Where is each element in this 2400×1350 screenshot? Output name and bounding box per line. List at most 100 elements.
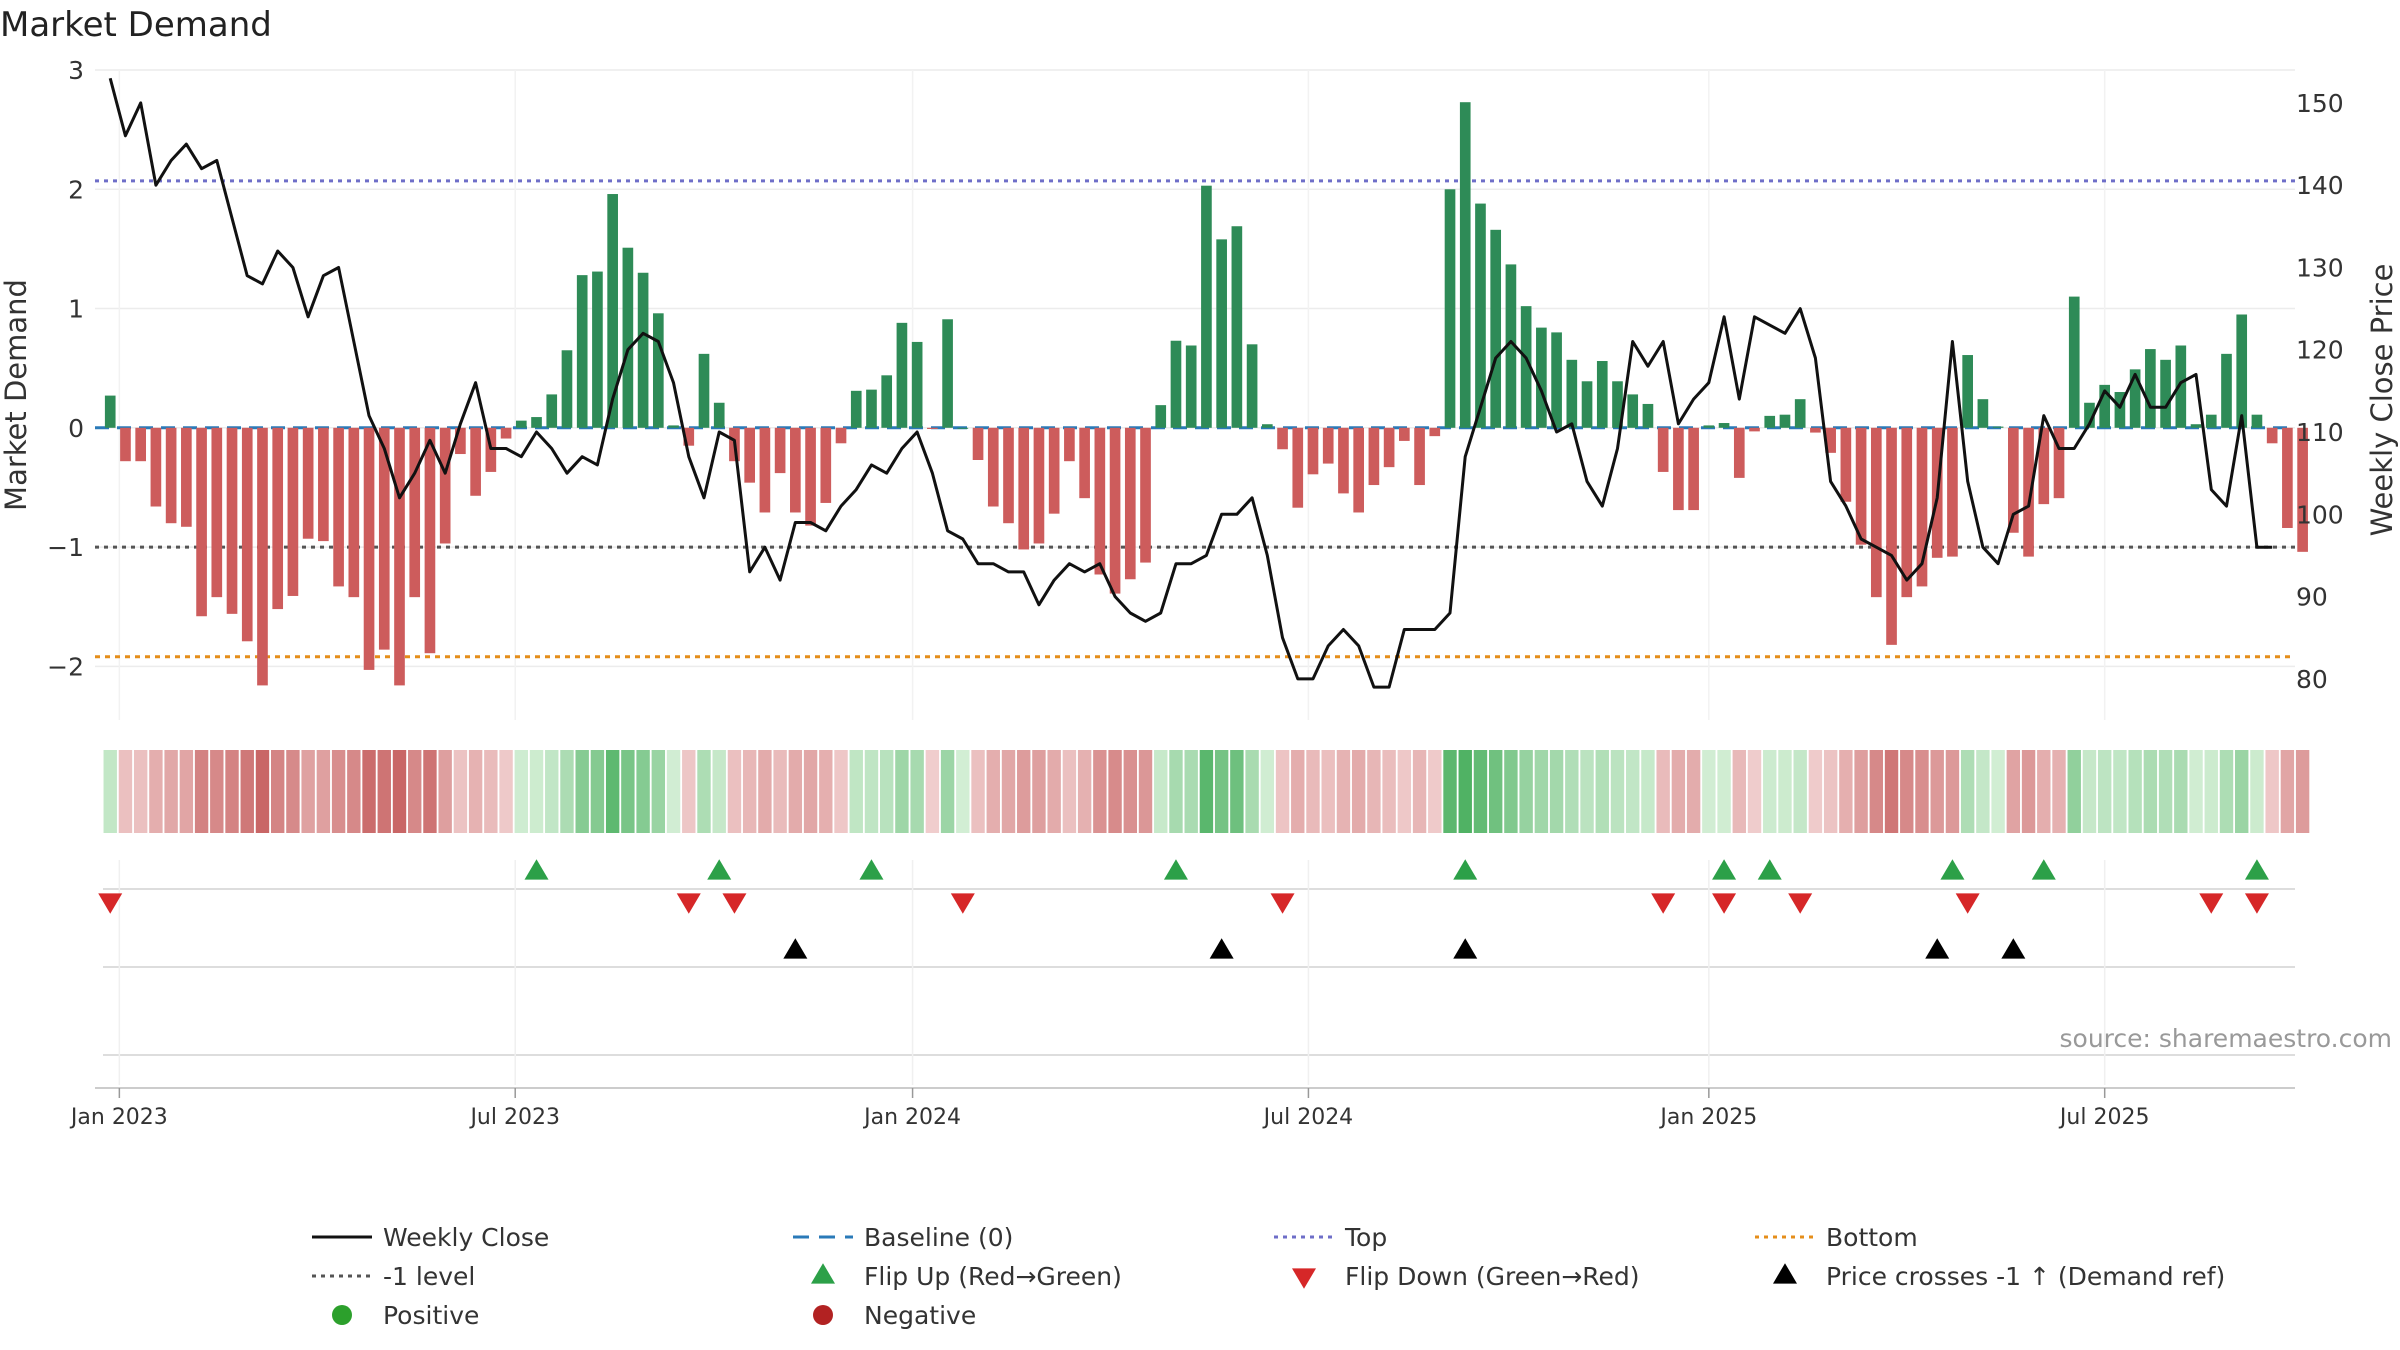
weekly-close-line bbox=[108, 77, 2273, 689]
heat-cell bbox=[1473, 750, 1488, 833]
demand-bar bbox=[1170, 340, 1182, 428]
demand-bar bbox=[1688, 427, 1699, 511]
heat-cell bbox=[1854, 750, 1868, 833]
heat-cell bbox=[925, 750, 940, 833]
flip-down-marker bbox=[722, 893, 747, 914]
flip-down-marker bbox=[98, 893, 123, 914]
demand-bar bbox=[257, 427, 268, 686]
heat-cell bbox=[1458, 750, 1472, 833]
x-axis: Jan 2023 Jul 2023 Jan 2024 Jul 2024 Jan 2025… bbox=[69, 1087, 2295, 1130]
legend: Weekly Close Baseline (0) Top Bottom -1 leve… bbox=[312, 1223, 2225, 1330]
x-tick-label: Jan 2025 bbox=[1658, 1105, 1757, 1130]
x-tick-label: Jan 2023 bbox=[69, 1105, 168, 1130]
heat-cell bbox=[864, 750, 879, 833]
heat-cell bbox=[1062, 750, 1077, 833]
heat-cell bbox=[1093, 750, 1107, 833]
heat-cell bbox=[514, 750, 528, 833]
heat-cell bbox=[1534, 750, 1549, 833]
demand-bar bbox=[1140, 427, 1151, 563]
heat-cell bbox=[1808, 750, 1823, 833]
heat-cell bbox=[1869, 750, 1884, 833]
heat-cell bbox=[651, 750, 666, 833]
heat-cell bbox=[1915, 750, 1929, 833]
demand-bar bbox=[333, 427, 344, 587]
heat-cell bbox=[210, 750, 224, 833]
demand-bar bbox=[1444, 189, 1456, 428]
heat-cell bbox=[1138, 750, 1153, 833]
heat-cell bbox=[1260, 750, 1275, 833]
heat-cell bbox=[1184, 750, 1198, 833]
demand-bar bbox=[1475, 203, 1486, 428]
demand-bar bbox=[1003, 427, 1014, 524]
heat-cell bbox=[2006, 750, 2021, 833]
heat-cell bbox=[727, 750, 742, 833]
heat-cell bbox=[1077, 750, 1092, 833]
flip-up-marker bbox=[2244, 859, 2269, 880]
x-tick-label: Jul 2023 bbox=[468, 1105, 560, 1130]
heat-cell bbox=[2113, 750, 2127, 833]
demand-bar bbox=[2297, 427, 2308, 552]
heat-cell bbox=[1549, 750, 1564, 833]
heat-cell bbox=[1245, 750, 1259, 833]
demand-bar bbox=[1231, 226, 1243, 428]
demand-bar bbox=[1627, 394, 1639, 428]
flip-down-marker bbox=[2244, 893, 2269, 914]
heat-cell bbox=[392, 750, 407, 833]
demand-bar bbox=[2053, 427, 2065, 499]
right-tick-label: 120 bbox=[2296, 336, 2344, 365]
demand-bar bbox=[1596, 361, 1608, 428]
heat-cell bbox=[301, 750, 315, 833]
demand-bar bbox=[1673, 427, 1684, 511]
heat-cell bbox=[819, 750, 833, 833]
heat-cell bbox=[621, 750, 635, 833]
legend-label: Weekly Close bbox=[383, 1223, 549, 1252]
heat-cell bbox=[1321, 750, 1335, 833]
heat-cell bbox=[2219, 750, 2234, 833]
demand-bar bbox=[1033, 427, 1045, 544]
demand-bar bbox=[2099, 384, 2111, 428]
demand-bar bbox=[2114, 392, 2126, 428]
heat-cell bbox=[2021, 750, 2036, 833]
left-y-axis: 3 2 1 0 −1 −2 bbox=[47, 56, 84, 681]
heat-cell bbox=[1291, 750, 1305, 833]
legend-item: Positive bbox=[332, 1301, 479, 1330]
legend-label: -1 level bbox=[383, 1262, 475, 1291]
demand-bar bbox=[1216, 239, 1227, 428]
heat-cell bbox=[1656, 750, 1670, 833]
heat-cell bbox=[225, 750, 239, 833]
demand-bar bbox=[424, 427, 436, 654]
demand-bar bbox=[1642, 403, 1654, 428]
heat-cell bbox=[133, 750, 148, 833]
flip-down-marker bbox=[2199, 893, 2224, 914]
demand-bar bbox=[1292, 427, 1304, 508]
demand-bar bbox=[455, 427, 466, 455]
heat-cell bbox=[834, 750, 848, 833]
heat-cell bbox=[2189, 750, 2203, 833]
demand-bar bbox=[272, 427, 284, 610]
heat-cell bbox=[940, 750, 955, 833]
heat-cell bbox=[1504, 750, 1518, 833]
heat-cell bbox=[1686, 750, 1701, 833]
demand-bar bbox=[1018, 427, 1030, 550]
demand-bar bbox=[1779, 414, 1791, 428]
demand-bar bbox=[1870, 427, 1882, 598]
heat-cell bbox=[1428, 750, 1442, 833]
heat-cell bbox=[255, 750, 270, 833]
right-tick-label: 130 bbox=[2296, 253, 2344, 282]
demand-bar bbox=[2266, 427, 2278, 444]
demand-bar bbox=[515, 420, 527, 428]
heat-cell bbox=[1610, 750, 1625, 833]
demand-bar bbox=[942, 319, 953, 428]
demand-bar bbox=[1094, 427, 1106, 575]
demand-bar bbox=[790, 427, 801, 513]
demand-bar bbox=[120, 427, 131, 462]
heat-cell bbox=[2204, 750, 2218, 833]
legend-label: Positive bbox=[383, 1301, 479, 1330]
heat-cell bbox=[2174, 750, 2188, 833]
demand-bar bbox=[1855, 427, 1867, 545]
demand-bar bbox=[150, 427, 162, 507]
heat-cell bbox=[560, 750, 574, 833]
signal-marker-rows bbox=[98, 859, 2295, 1085]
demand-bar bbox=[713, 402, 725, 428]
heat-cell bbox=[1397, 750, 1412, 833]
